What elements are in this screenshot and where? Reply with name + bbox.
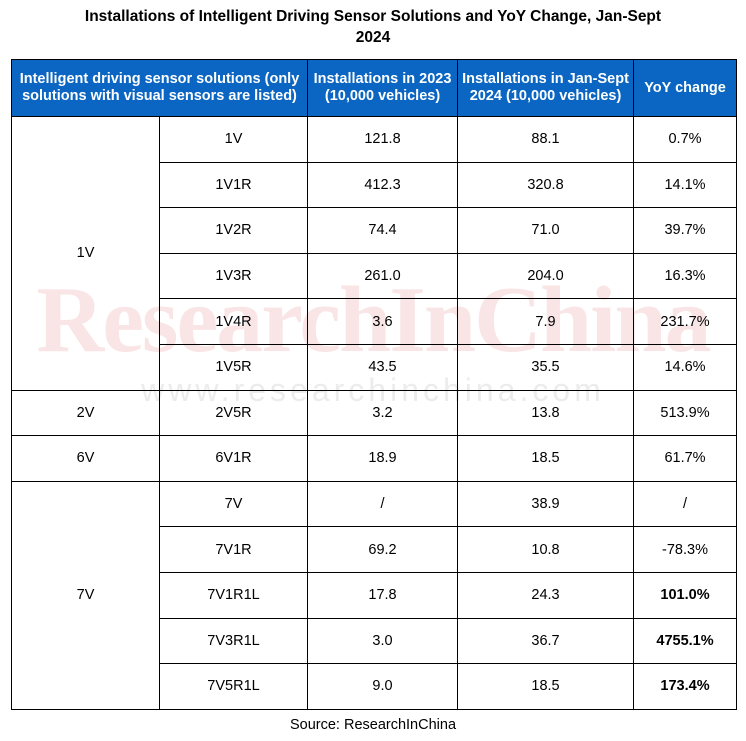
group-cell: 7V [11, 480, 160, 710]
table-row: 1V4R 3.6 7.9 231.7% [12, 298, 738, 345]
data-table: Intelligent driving sensor solutions (on… [10, 59, 738, 710]
value-2023-cell: 121.8 [307, 116, 459, 163]
solution-cell: 1V4R [158, 298, 309, 345]
table-row: 6V 6V1R 18.9 18.5 61.7% [11, 435, 738, 482]
table-row: 2V 2V5R 3.2 13.8 513.9% [11, 389, 738, 437]
table-row: 7V1R 69.2 10.8 -78.3% [12, 526, 738, 573]
yoy-cell: 101.0% [633, 571, 738, 619]
value-2024-cell: 320.8 [457, 161, 635, 209]
value-2024-cell: 38.9 [457, 480, 635, 528]
solution-cell: 7V1R1L [158, 571, 309, 619]
value-2023-cell: 261.0 [307, 252, 459, 300]
solution-cell: 7V5R1L [158, 663, 309, 710]
header-row: Intelligent driving sensor solutions (on… [10, 59, 738, 117]
value-2024-cell: 10.8 [457, 526, 635, 573]
solution-cell: 7V3R1L [158, 617, 309, 665]
table-row: 1V3R 261.0 204.0 16.3% [12, 252, 738, 300]
value-2023-cell: 3.2 [307, 389, 459, 437]
value-2024-cell: 24.3 [457, 571, 635, 619]
group-cell: 1V [11, 116, 160, 391]
table-row: 1V 1V 121.8 88.1 0.7% [11, 116, 738, 391]
header-yoy: YoY change [633, 59, 738, 117]
value-2023-cell: / [307, 480, 459, 528]
yoy-cell: 14.1% [633, 161, 738, 209]
table-row: 7V 7V / 38.9 / [11, 480, 738, 710]
value-2023-cell: 18.9 [307, 435, 459, 482]
header-2024: Installations in Jan-Sept 2024 (10,000 v… [457, 59, 635, 117]
yoy-cell: 231.7% [633, 298, 738, 345]
header-solution: Intelligent driving sensor solutions (on… [10, 59, 309, 117]
value-2024-cell: 7.9 [457, 298, 635, 345]
yoy-cell: / [633, 480, 738, 528]
chart-title-line2: 2024 [355, 29, 391, 46]
value-2024-cell: 71.0 [457, 207, 635, 254]
table-row: 7V1R1L 17.8 24.3 101.0% [12, 571, 738, 619]
value-2024-cell: 18.5 [457, 435, 635, 482]
source-note: Source: ResearchInChina [289, 717, 457, 733]
value-2023-cell: 69.2 [307, 526, 459, 573]
yoy-cell: 4755.1% [633, 617, 738, 665]
solution-cell: 7V [158, 480, 309, 528]
value-2023-cell: 3.6 [307, 298, 459, 345]
value-2024-cell: 13.8 [457, 389, 635, 437]
solution-cell: 2V5R [158, 389, 309, 437]
table-row: 1V5R 43.5 35.5 14.6% [12, 343, 738, 391]
value-2024-cell: 204.0 [457, 252, 635, 300]
value-2023-cell: 17.8 [307, 571, 459, 619]
yoy-cell: 14.6% [633, 343, 738, 391]
solution-cell: 6V1R [158, 435, 309, 482]
group-cell: 6V [11, 435, 160, 482]
yoy-cell: -78.3% [633, 526, 738, 573]
solution-cell: 1V [158, 116, 309, 163]
solution-cell: 7V1R [158, 526, 309, 573]
solution-cell: 1V3R [158, 252, 309, 300]
value-2024-cell: 18.5 [457, 663, 635, 710]
chart-title: Installations of Intelligent Driving Sen… [0, 6, 746, 48]
header-2023: Installations in 2023 (10,000 vehicles) [307, 59, 459, 117]
yoy-cell: 61.7% [633, 435, 738, 482]
chart-title-line1: Installations of Intelligent Driving Sen… [84, 8, 662, 25]
value-2023-cell: 3.0 [307, 617, 459, 665]
value-2023-cell: 9.0 [307, 663, 459, 710]
table-row: 1V1R 412.3 320.8 14.1% [12, 161, 738, 209]
solution-cell: 1V2R [158, 207, 309, 254]
table-row: 7V5R1L 9.0 18.5 173.4% [12, 663, 738, 710]
value-2023-cell: 412.3 [307, 161, 459, 209]
table-row: 7V3R1L 3.0 36.7 4755.1% [12, 617, 738, 665]
table-row: 1V2R 74.4 71.0 39.7% [12, 207, 738, 254]
value-2023-cell: 43.5 [307, 343, 459, 391]
yoy-cell: 173.4% [633, 663, 738, 710]
value-2024-cell: 35.5 [457, 343, 635, 391]
yoy-cell: 513.9% [633, 389, 738, 437]
yoy-cell: 16.3% [633, 252, 738, 300]
value-2024-cell: 88.1 [457, 116, 635, 163]
yoy-cell: 39.7% [633, 207, 738, 254]
solution-cell: 1V5R [158, 343, 309, 391]
yoy-cell: 0.7% [633, 116, 738, 163]
group-cell: 2V [11, 389, 160, 437]
value-2024-cell: 36.7 [457, 617, 635, 665]
solution-cell: 1V1R [158, 161, 309, 209]
value-2023-cell: 74.4 [307, 207, 459, 254]
